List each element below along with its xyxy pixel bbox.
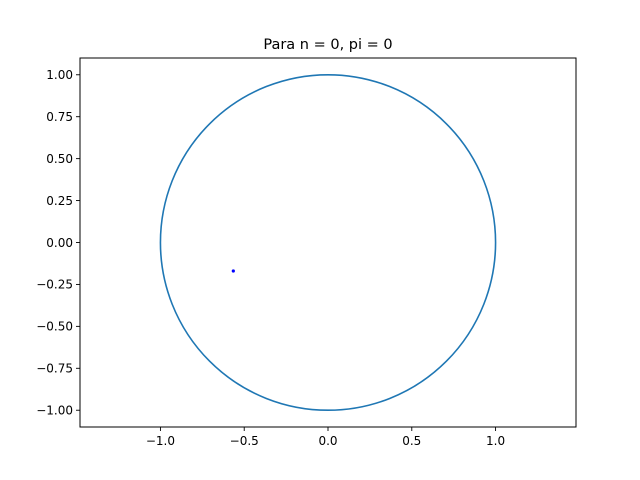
x-tick-label: −0.5 bbox=[230, 434, 259, 448]
y-tick-label: −0.50 bbox=[36, 320, 73, 334]
y-tick-label: 0.75 bbox=[46, 110, 73, 124]
x-tick-label: 1.0 bbox=[486, 434, 505, 448]
x-axis: −1.0 −0.5 0.0 0.5 1.0 bbox=[146, 427, 505, 448]
y-tick-label: −0.75 bbox=[36, 362, 73, 376]
x-tick-label: 0.0 bbox=[318, 434, 337, 448]
y-tick-label: −0.25 bbox=[36, 278, 73, 292]
axes-frame bbox=[79, 57, 577, 428]
chart-title: Para n = 0, pi = 0 bbox=[263, 37, 392, 53]
unit-circle-line bbox=[159, 73, 497, 412]
plot-area bbox=[159, 73, 497, 412]
x-tick-label: −1.0 bbox=[146, 434, 175, 448]
y-tick-label: 0.00 bbox=[46, 236, 73, 250]
y-tick-label: 0.25 bbox=[46, 194, 73, 208]
y-tick-label: 0.50 bbox=[46, 152, 73, 166]
y-tick-label: −1.00 bbox=[36, 404, 73, 418]
y-axis: 1.00 0.75 0.50 0.25 0.00 −0.25 −0.50 −0.75 −1.00 bbox=[36, 68, 80, 418]
y-tick-label: 1.00 bbox=[46, 68, 73, 82]
x-tick-label: 0.5 bbox=[402, 434, 421, 448]
data-point-0 bbox=[231, 269, 235, 273]
